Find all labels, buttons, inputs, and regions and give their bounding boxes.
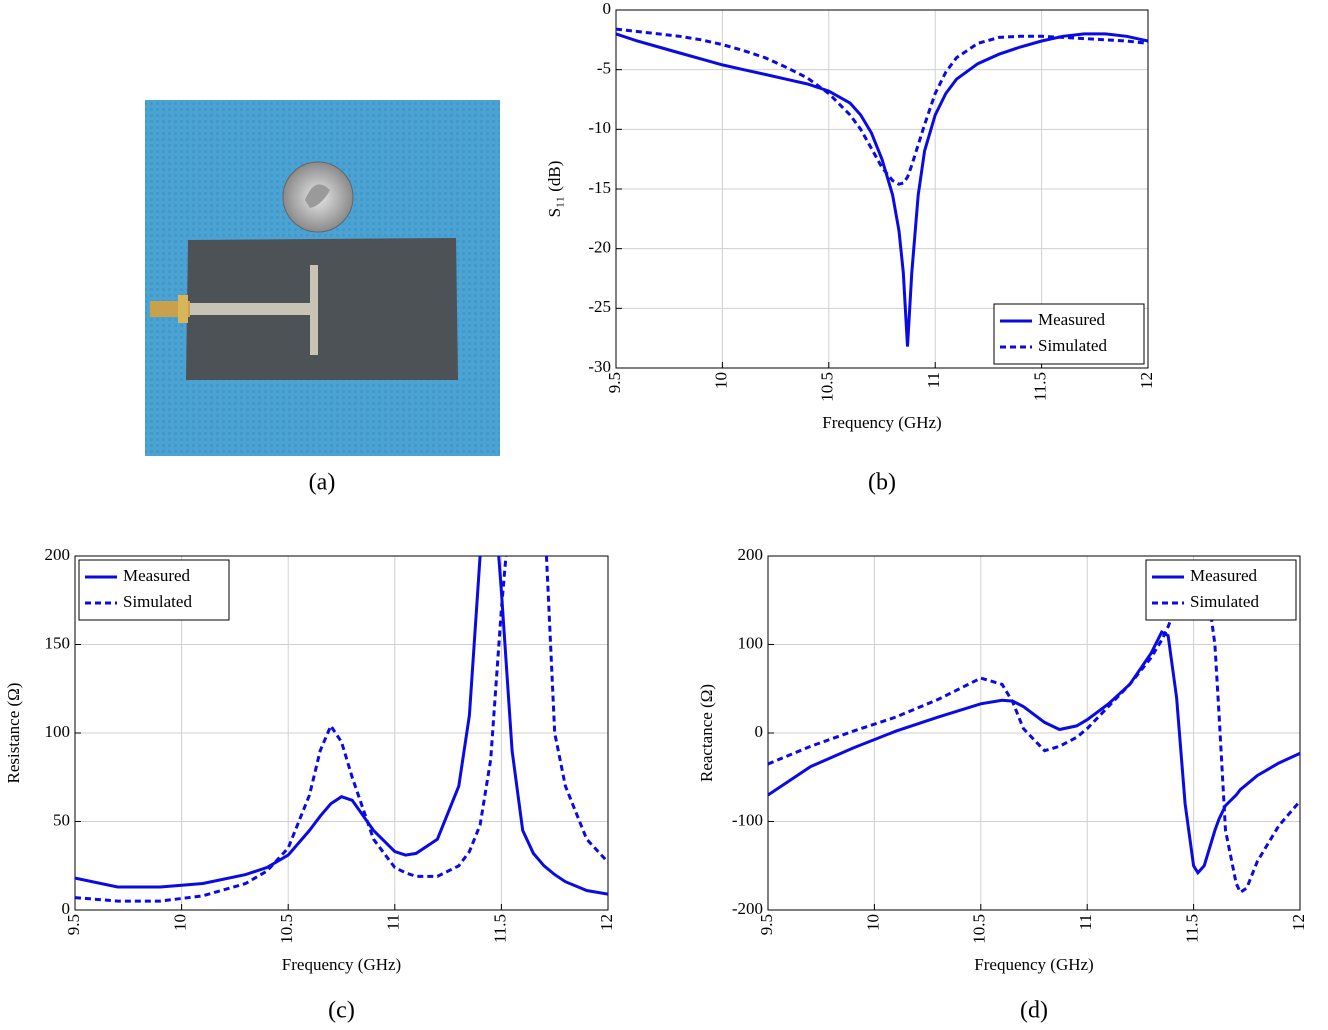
legend-label: Simulated [1190,592,1259,611]
x-tick-label: 9.5 [64,914,83,935]
series-line [75,556,608,903]
plot-frame [767,555,1301,911]
y-tick-label: 100 [738,633,764,652]
x-tick-label: 10 [863,914,882,931]
caption: (d) [1020,998,1048,1024]
dipole [310,265,318,355]
connector-nut [178,295,188,323]
legend-box [78,559,230,621]
board [186,238,458,380]
x-tick-label: 12 [1137,372,1156,389]
chart: 9.5 10 10.5 11 11.5 12 0 50 100 150 200 Measured Sim… [4,545,616,1024]
legend: Measured Simulated [1145,559,1297,621]
y-tick-label: -5 [597,59,611,78]
x-axis-label: Frequency (GHz) [822,413,941,432]
x-tick-label: 12 [597,914,616,931]
x-tick-label: 10 [711,372,730,389]
legend: Measured Simulated [78,559,230,621]
x-tick-label: 11 [1076,914,1095,930]
y-tick-label: -15 [588,178,611,197]
y-tick-label: 0 [603,0,612,18]
legend-label: Measured [123,566,191,585]
y-tick-label: -100 [732,810,763,829]
y-tick-label: 200 [738,545,764,564]
series-line [616,27,1148,186]
legend-label: Simulated [123,592,192,611]
y-tick-label: -30 [588,357,611,376]
legend-box [1145,559,1297,621]
chart: 9.5 10 10.5 11 11.5 12 -200 -100 0 100 200 Measured… [697,545,1308,1024]
photo: (a) [145,100,500,496]
feed-line [190,303,310,315]
series-line [616,32,1148,347]
x-axis-label: Frequency (GHz) [282,955,401,974]
y-tick-label: -10 [588,118,611,137]
x-tick-label: 11 [924,372,943,388]
plot-frame [74,555,609,911]
legend-box [993,303,1145,365]
y-tick-label: -25 [588,297,611,316]
caption: (c) [328,998,355,1024]
y-tick-label: 100 [45,722,71,741]
legend-label: Measured [1190,566,1258,585]
y-tick-label: 0 [755,722,764,741]
legend-label: Measured [1038,310,1106,329]
x-tick-label: 10 [171,914,190,931]
x-tick-label: 10.5 [818,372,837,402]
plot-frame [615,9,1149,369]
x-tick-label: 11.5 [490,914,509,943]
y-tick-label: 150 [45,633,71,652]
x-tick-label: 9.5 [757,914,776,935]
caption: (b) [868,470,896,496]
y-tick-label: -200 [732,899,763,918]
y-tick-label: 0 [62,899,71,918]
x-tick-label: 12 [1289,914,1308,931]
x-tick-label: 11.5 [1183,914,1202,943]
x-tick-label: 10.5 [277,914,296,944]
y-tick-label: 200 [45,545,71,564]
y-axis-label: Reactance (Ω) [697,684,716,782]
coin-relief [305,184,330,208]
chart: 9.5 10 10.5 11 11.5 12 0 -5 -10 -15 -20 -25 -30 Measu… [545,0,1156,496]
x-axis-label: Frequency (GHz) [974,955,1093,974]
legend-label: Simulated [1038,336,1107,355]
y-axis-label: Resistance (Ω) [4,683,23,784]
x-tick-label: 10.5 [970,914,989,944]
caption: (a) [309,470,336,496]
legend: Measured Simulated [993,303,1145,365]
y-axis-label: S₁₁ (dB) [545,161,564,218]
y-tick-label: -20 [588,238,611,257]
series-line [75,556,608,896]
y-tick-label: 50 [53,810,70,829]
x-tick-label: 9.5 [605,372,624,393]
x-tick-label: 11.5 [1031,372,1050,401]
series-line [768,630,1300,876]
series-line [768,561,1300,895]
x-tick-label: 11 [384,914,403,930]
